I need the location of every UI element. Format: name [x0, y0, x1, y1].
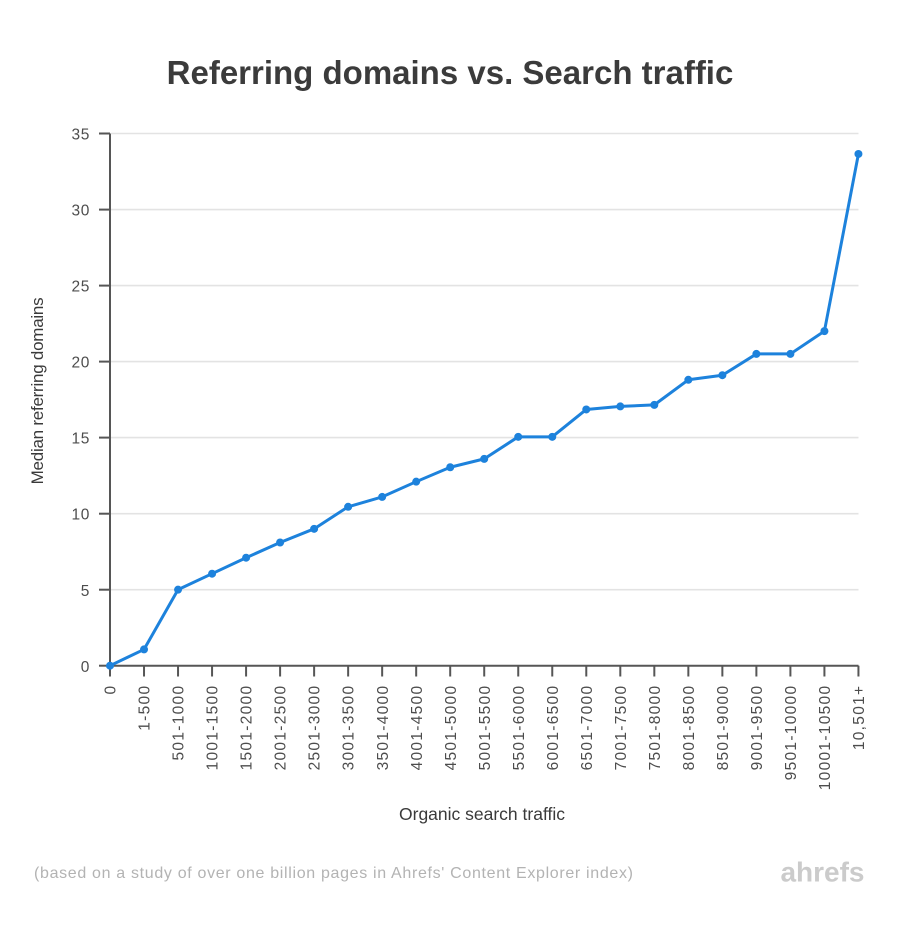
svg-text:4501-5000: 4501-5000: [443, 685, 460, 771]
svg-text:10: 10: [72, 507, 90, 524]
svg-text:20: 20: [72, 355, 90, 372]
svg-text:9501-10000: 9501-10000: [783, 685, 800, 781]
svg-text:10001-10500: 10001-10500: [817, 685, 834, 791]
svg-text:4001-4500: 4001-4500: [409, 685, 426, 771]
svg-text:30: 30: [72, 203, 90, 220]
svg-text:5: 5: [81, 583, 90, 600]
svg-text:1-500: 1-500: [137, 685, 154, 731]
svg-text:9001-9500: 9001-9500: [749, 685, 766, 771]
svg-text:7001-7500: 7001-7500: [613, 685, 630, 771]
svg-text:6501-7000: 6501-7000: [579, 685, 596, 771]
svg-text:Organic search traffic: Organic search traffic: [399, 804, 565, 824]
svg-text:Median referring domains: Median referring domains: [28, 298, 47, 485]
svg-text:35: 35: [72, 127, 90, 144]
svg-text:(based on a study of over one: (based on a study of over one billion pa…: [34, 865, 634, 882]
svg-text:0: 0: [81, 659, 90, 676]
svg-text:8001-8500: 8001-8500: [681, 685, 698, 771]
svg-text:5001-5500: 5001-5500: [477, 685, 494, 771]
svg-text:2001-2500: 2001-2500: [273, 685, 290, 771]
svg-text:501-1000: 501-1000: [171, 685, 188, 761]
svg-text:25: 25: [72, 279, 90, 296]
svg-text:6001-6500: 6001-6500: [545, 685, 562, 771]
svg-text:3501-4000: 3501-4000: [375, 685, 392, 771]
svg-text:15: 15: [72, 431, 90, 448]
svg-text:1501-2000: 1501-2000: [239, 685, 256, 771]
svg-text:3001-3500: 3001-3500: [341, 685, 358, 771]
svg-text:10,501+: 10,501+: [851, 685, 868, 751]
svg-text:5501-6000: 5501-6000: [511, 685, 528, 771]
svg-text:0: 0: [103, 685, 120, 695]
svg-text:1001-1500: 1001-1500: [205, 685, 222, 771]
svg-text:2501-3000: 2501-3000: [307, 685, 324, 771]
svg-text:ahrefs: ahrefs: [780, 857, 864, 888]
svg-text:7501-8000: 7501-8000: [647, 685, 664, 771]
svg-text:8501-9000: 8501-9000: [715, 685, 732, 771]
svg-text:Referring domains vs. Search t: Referring domains vs. Search traffic: [167, 54, 734, 91]
